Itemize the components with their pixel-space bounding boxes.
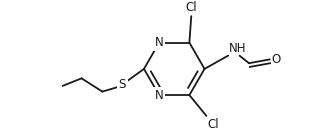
Text: Cl: Cl — [207, 118, 219, 131]
Text: S: S — [118, 79, 126, 92]
Text: N: N — [155, 36, 164, 49]
Text: NH: NH — [229, 42, 247, 55]
Text: O: O — [272, 53, 281, 66]
Text: N: N — [155, 89, 164, 102]
Text: Cl: Cl — [185, 1, 197, 14]
